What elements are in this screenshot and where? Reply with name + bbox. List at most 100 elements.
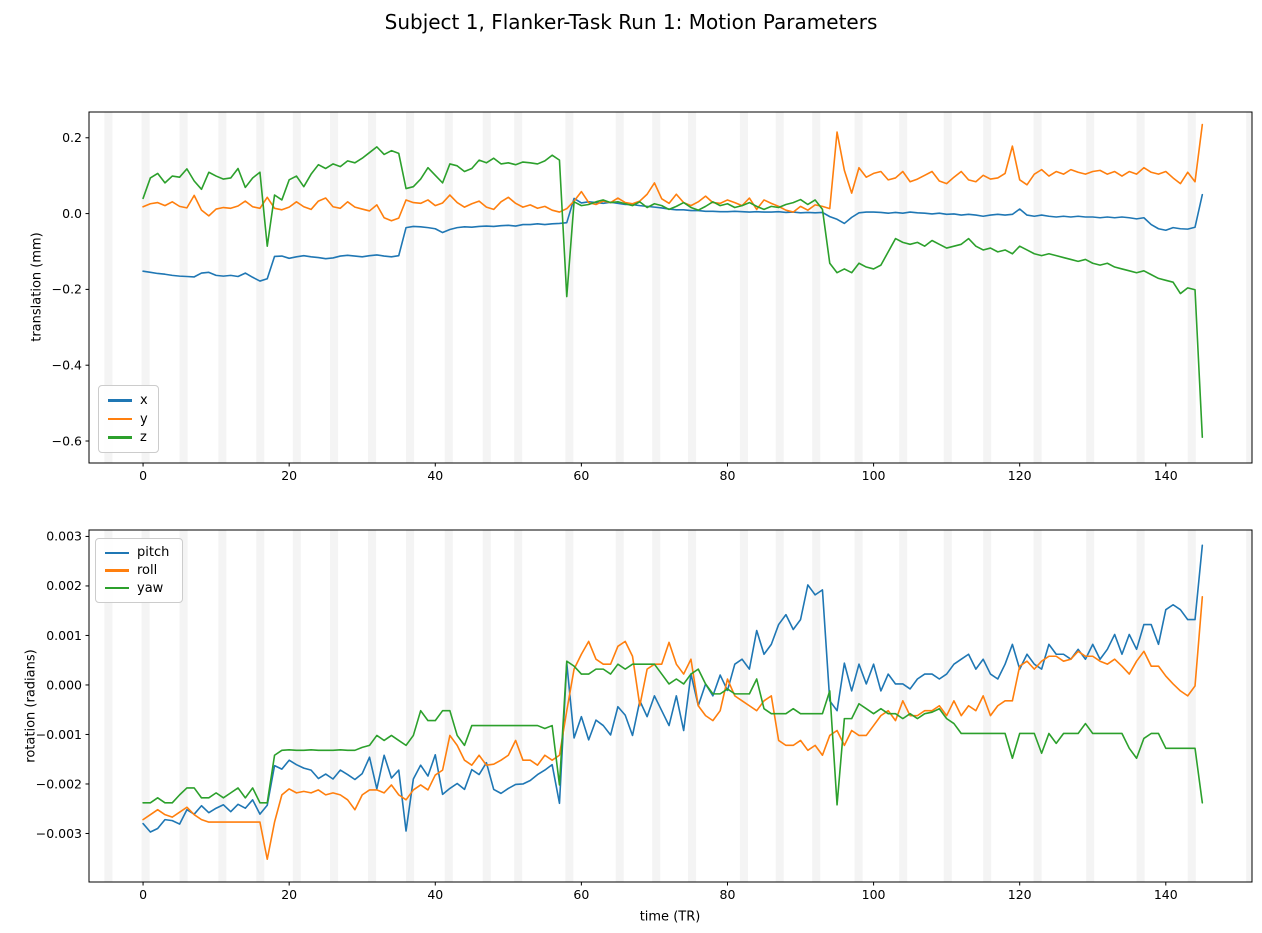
event-band bbox=[1187, 530, 1196, 882]
chart-title: Subject 1, Flanker-Task Run 1: Motion Pa… bbox=[384, 10, 878, 34]
event-band bbox=[368, 112, 377, 463]
y-tick-label: 0.000 bbox=[46, 677, 82, 692]
x-tick-label: 100 bbox=[862, 468, 886, 483]
event-band bbox=[406, 112, 415, 463]
legend-item-pitch: pitch bbox=[105, 544, 173, 562]
x-tick-label: 40 bbox=[427, 887, 443, 902]
event-band bbox=[812, 112, 821, 463]
legend-swatch-y bbox=[108, 417, 132, 421]
event-band bbox=[775, 530, 784, 882]
event-band bbox=[1086, 530, 1095, 882]
x-tick-label: 140 bbox=[1154, 468, 1178, 483]
x-tick-label: 120 bbox=[1008, 468, 1032, 483]
legend-label-yaw: yaw bbox=[137, 580, 164, 596]
event-band bbox=[256, 530, 265, 882]
series-x-line bbox=[142, 193, 1204, 282]
event-band bbox=[104, 530, 113, 882]
event-band bbox=[688, 112, 697, 463]
event-band bbox=[615, 112, 624, 463]
event-band bbox=[179, 530, 188, 882]
event-band bbox=[482, 530, 491, 882]
legend-label-pitch: pitch bbox=[137, 545, 170, 561]
x-tick-label: 120 bbox=[1008, 887, 1032, 902]
series-yaw-line bbox=[142, 660, 1204, 806]
event-band bbox=[514, 112, 523, 463]
event-band bbox=[652, 530, 661, 882]
event-band bbox=[292, 530, 301, 882]
event-band bbox=[739, 530, 748, 882]
event-band bbox=[775, 112, 784, 463]
event-band bbox=[406, 530, 415, 882]
y-tick-label: 0.2 bbox=[62, 130, 82, 145]
y-tick-label: −0.003 bbox=[36, 826, 82, 841]
event-band bbox=[444, 112, 453, 463]
y-tick-label: −0.6 bbox=[52, 433, 82, 448]
x-tick-label: 0 bbox=[139, 887, 147, 902]
event-band bbox=[652, 112, 661, 463]
legend-item-z: z bbox=[108, 428, 149, 447]
x-tick-label: 80 bbox=[720, 468, 736, 483]
y-tick-label: −0.2 bbox=[52, 282, 82, 297]
y-tick-label: −0.4 bbox=[52, 358, 82, 373]
event-band bbox=[330, 112, 339, 463]
event-band bbox=[983, 112, 992, 463]
y-tick-label: −0.001 bbox=[36, 727, 82, 742]
event-band bbox=[688, 530, 697, 882]
event-band bbox=[1187, 112, 1196, 463]
event-band bbox=[1136, 112, 1145, 463]
subplot-1-plot-area bbox=[104, 530, 1252, 882]
legend-swatch-pitch bbox=[105, 551, 129, 555]
event-band bbox=[1136, 530, 1145, 882]
legend-swatch-yaw bbox=[105, 586, 129, 590]
event-band bbox=[482, 112, 491, 463]
legend-item-y: y bbox=[108, 410, 149, 429]
event-band bbox=[1033, 112, 1042, 463]
subplot-0-plot-area bbox=[104, 112, 1252, 463]
y-tick-label: 0.003 bbox=[46, 529, 82, 544]
x-tick-label: 80 bbox=[720, 887, 736, 902]
series-roll-line bbox=[142, 596, 1204, 861]
event-band bbox=[615, 530, 624, 882]
series-pitch-line bbox=[142, 544, 1204, 833]
x-tick-label: 60 bbox=[573, 887, 589, 902]
x-tick-label: 140 bbox=[1154, 887, 1178, 902]
event-band bbox=[1033, 530, 1042, 882]
event-band bbox=[943, 530, 952, 882]
legend-label-x: x bbox=[140, 392, 148, 408]
event-band bbox=[141, 530, 150, 882]
series-y-line bbox=[142, 123, 1204, 222]
legend-item-x: x bbox=[108, 391, 149, 410]
y-tick-label: 0.0 bbox=[62, 206, 82, 221]
y-tick-label: 0.002 bbox=[46, 578, 82, 593]
event-band bbox=[899, 530, 908, 882]
event-band bbox=[330, 530, 339, 882]
x-tick-label: 0 bbox=[139, 468, 147, 483]
legend-swatch-roll bbox=[105, 569, 129, 572]
axes-spine bbox=[88, 529, 1253, 883]
legend-label-y: y bbox=[140, 411, 148, 427]
y-axis-label-rotation: rotation (radians) bbox=[23, 649, 39, 763]
event-band bbox=[256, 112, 265, 463]
legend-rotation: pitch roll yaw bbox=[95, 538, 183, 603]
event-band bbox=[444, 530, 453, 882]
event-band bbox=[218, 112, 227, 463]
event-band bbox=[943, 112, 952, 463]
event-band bbox=[565, 112, 574, 463]
event-band bbox=[368, 530, 377, 882]
legend-swatch-x bbox=[108, 399, 132, 402]
event-band bbox=[899, 112, 908, 463]
legend-swatch-z bbox=[108, 436, 132, 439]
y-tick-label: −0.002 bbox=[36, 776, 82, 791]
x-tick-label: 40 bbox=[427, 468, 443, 483]
event-band bbox=[1246, 112, 1252, 463]
event-band bbox=[812, 530, 821, 882]
y-tick-label: 0.001 bbox=[46, 628, 82, 643]
x-tick-label: 20 bbox=[281, 887, 297, 902]
y-axis-label-translation: translation (mm) bbox=[29, 232, 45, 342]
event-band bbox=[854, 112, 863, 463]
x-tick-label: 60 bbox=[573, 468, 589, 483]
x-tick-label: 100 bbox=[862, 887, 886, 902]
event-band bbox=[141, 112, 150, 463]
